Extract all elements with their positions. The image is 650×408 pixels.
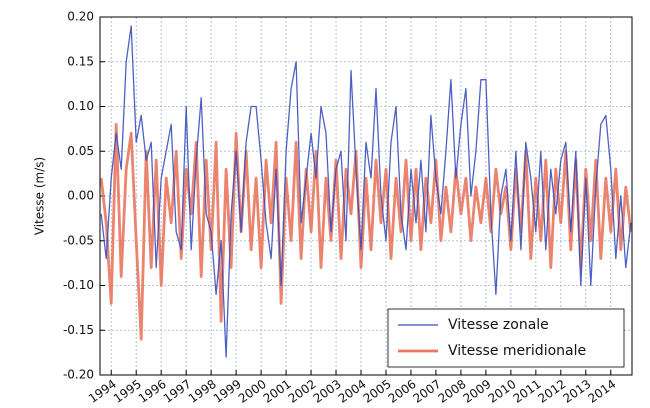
y-tick-label: 0.15	[67, 54, 94, 68]
data-line	[99, 123, 633, 341]
y-tick-label: 0.10	[67, 99, 94, 113]
y-axis-label: Vitesse (m/s)	[33, 157, 47, 235]
y-tick-label: -0.05	[63, 233, 94, 247]
legend-label: Vitesse zonale	[448, 317, 549, 333]
y-tick-label: 0.05	[67, 144, 94, 158]
y-tick-label: 0.00	[67, 189, 94, 203]
plot-frame	[99, 16, 633, 376]
y-tick-label: -0.10	[63, 278, 94, 292]
data-line	[100, 25, 632, 358]
y-tick-label: 0.20	[67, 10, 94, 24]
legend-label: Vitesse meridionale	[448, 343, 586, 359]
x-tick-label: 2014	[585, 377, 618, 406]
legend-box	[387, 308, 625, 368]
y-tick-label: -0.15	[63, 323, 94, 337]
y-tick-label: -0.20	[63, 368, 94, 382]
